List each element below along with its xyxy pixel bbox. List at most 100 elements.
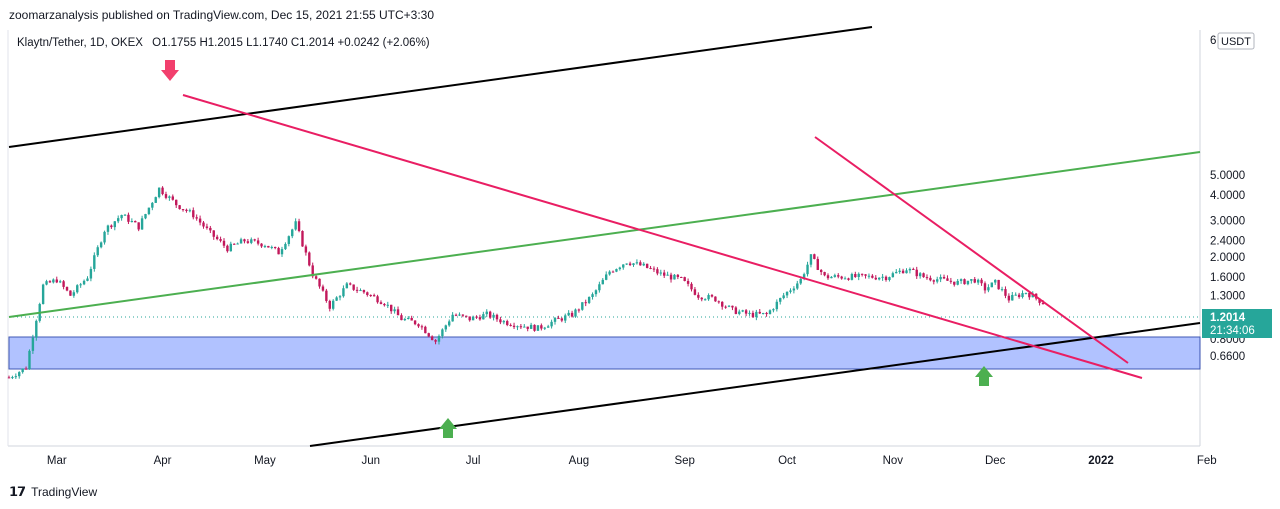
candle-body: [877, 277, 881, 280]
up-arrow-icon: [975, 366, 993, 386]
candle-body: [823, 272, 826, 276]
candle-body: [465, 315, 468, 317]
time-tick-label: Apr: [154, 455, 172, 467]
candle-body: [922, 273, 925, 278]
candle-body: [976, 279, 980, 283]
price-tick-label: 1.6000: [1210, 272, 1245, 284]
time-tick-label: Dec: [985, 455, 1006, 467]
candle-body: [1011, 294, 1014, 301]
candle-body: [608, 271, 611, 275]
svg-text:Klaytn/Tether, 1D, OKEX O1: Klaytn/Tether, 1D, OKEX O1.1755 H1.2015 …: [17, 37, 430, 49]
currency-badge[interactable]: USDT: [1217, 32, 1255, 50]
candle-body: [980, 279, 983, 284]
candle-body: [635, 262, 639, 264]
candle-body: [379, 302, 383, 304]
candle-body: [506, 321, 509, 325]
candle-body: [591, 294, 594, 297]
time-tick-label: 2022: [1088, 455, 1114, 467]
lower-channel-line: [309, 322, 1201, 447]
time-tick-label: Sep: [674, 455, 694, 467]
candle-body: [96, 247, 99, 256]
candle-body: [485, 311, 488, 315]
candle-body: [137, 222, 140, 230]
candle-body: [273, 246, 277, 249]
candle-body: [76, 285, 79, 293]
candle-body: [219, 239, 222, 241]
candle-body: [178, 205, 181, 210]
price-chart[interactable]: Klaytn/Tether, 1D, OKEX O1.1755 H1.2015 …: [0, 0, 1280, 480]
candle-body: [738, 311, 741, 314]
candle-body: [11, 377, 14, 379]
candle-body: [857, 273, 860, 278]
candle-body: [727, 305, 731, 307]
candle-body: [117, 218, 120, 222]
candle-body: [659, 272, 662, 274]
candle-body: [652, 268, 656, 270]
candle-body: [417, 324, 420, 327]
candle-body: [714, 296, 717, 302]
publish-header: zoomarzanalysis published on TradingView…: [9, 8, 435, 22]
candle-body: [492, 314, 495, 318]
candle-body: [775, 301, 779, 310]
candle-body: [840, 276, 843, 279]
candle-body: [755, 311, 758, 318]
candle-body: [799, 278, 802, 284]
candle-body: [202, 222, 205, 227]
candle-body: [983, 283, 987, 291]
candle-body: [69, 290, 72, 296]
candle-body: [789, 290, 792, 292]
candle-body: [888, 277, 891, 280]
candle-body: [577, 309, 581, 311]
candle-body: [574, 309, 577, 317]
time-tick-label: Aug: [569, 455, 589, 467]
candle-body: [454, 314, 458, 316]
candle-body: [192, 210, 195, 218]
candle-body: [362, 290, 366, 293]
candle-body: [318, 278, 321, 287]
candle-body: [509, 324, 512, 326]
candle-body: [328, 300, 331, 309]
upper-channel-line: [8, 26, 873, 148]
candle-body: [526, 326, 529, 329]
candle-body: [710, 295, 714, 297]
candle-body: [304, 246, 308, 253]
candle-body: [342, 288, 345, 297]
candle-body: [915, 269, 918, 277]
time-tick-label: Jun: [361, 455, 380, 467]
candle-body: [690, 283, 693, 290]
candle-body: [18, 372, 21, 377]
support-zone: [8, 336, 1201, 370]
candle-body: [959, 279, 963, 281]
candle-body: [123, 214, 127, 216]
candle-body: [93, 255, 96, 269]
candle-body: [7, 377, 11, 379]
candle-body: [850, 274, 854, 280]
candle-body: [724, 306, 727, 308]
candle-body: [181, 209, 185, 211]
candle-body: [410, 317, 413, 321]
candle-body: [198, 218, 202, 223]
time-tick-label: Feb: [1197, 455, 1217, 467]
candle-body: [325, 290, 328, 301]
candle-body: [758, 311, 761, 314]
candle-body: [147, 207, 151, 215]
candle-body: [765, 312, 768, 315]
candle-body: [656, 269, 659, 274]
candle-body: [625, 263, 628, 265]
candle-body: [639, 262, 642, 266]
candle-body: [587, 296, 591, 303]
price-tick-label: 1.3000: [1210, 290, 1245, 302]
candle-body: [253, 239, 256, 241]
candle-body: [594, 290, 598, 295]
candle-body: [833, 275, 837, 277]
candle-body: [246, 241, 250, 243]
price-tick-label: 5.0000: [1210, 170, 1245, 182]
price-tick-label: 2.4000: [1210, 236, 1245, 248]
candle-body: [154, 197, 157, 203]
candle-body: [72, 292, 76, 296]
candle-body: [601, 279, 604, 285]
candle-body: [372, 295, 376, 297]
short-descending-resistance-line: [814, 136, 1129, 364]
candle-body: [519, 326, 523, 328]
candle-body: [686, 280, 690, 284]
